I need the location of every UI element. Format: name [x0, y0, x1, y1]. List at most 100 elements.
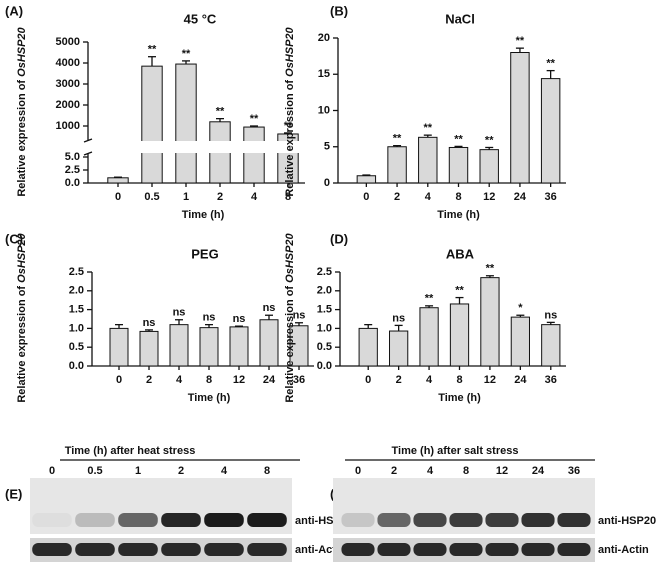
significance-label: **	[250, 113, 259, 125]
blot-band	[377, 543, 411, 556]
y-tick-label: 3000	[56, 78, 80, 90]
blot-band	[75, 513, 115, 527]
bar	[243, 126, 265, 184]
significance-label: **	[455, 284, 464, 296]
x-tick-label: 36	[545, 374, 557, 386]
blot-band	[557, 543, 591, 556]
axis-break-gap	[101, 141, 305, 153]
blot-band	[32, 543, 72, 556]
panel-label: (E)	[5, 486, 22, 501]
y-axis-label: Relative expression of OsHSP20	[284, 232, 296, 402]
x-axis-label: Time (h)	[437, 209, 480, 221]
significance-label: **	[454, 133, 463, 145]
x-tick-label: 0	[363, 191, 369, 203]
blot-band	[204, 543, 244, 556]
x-tick-label: 12	[484, 374, 496, 386]
y-axis-label: Relative expression of OsHSP20	[16, 232, 28, 402]
bar	[510, 316, 530, 367]
bar	[419, 307, 439, 367]
significance-label: ns	[263, 302, 276, 314]
chart-title: PEG	[191, 246, 218, 261]
lane-label: 8	[463, 465, 469, 477]
bar	[109, 327, 129, 367]
significance-label: **	[485, 134, 494, 146]
lane-label: 24	[532, 465, 545, 477]
x-axis-label: Time (h)	[438, 392, 481, 404]
y-tick-label: 0.0	[69, 360, 84, 372]
y-tick-label: 15	[318, 68, 330, 80]
x-tick-label: 2	[217, 191, 223, 203]
blot-band	[341, 543, 375, 556]
x-tick-label: 2	[394, 191, 400, 203]
y-tick-label: 0	[324, 177, 330, 189]
y-axis-label-text: Relative expression of	[284, 77, 296, 197]
y-tick-label: 0.0	[317, 360, 332, 372]
y-tick-label: 2.0	[317, 285, 332, 297]
y-tick-label: 1000	[56, 120, 80, 132]
x-tick-label: 4	[425, 191, 432, 203]
x-tick-label: 8	[456, 374, 462, 386]
chart-title: ABA	[446, 246, 475, 261]
blot-band	[161, 543, 201, 556]
significance-label: **	[148, 44, 157, 56]
x-tick-label: 12	[483, 191, 495, 203]
blot-band	[413, 513, 447, 527]
y-axis-label-text: Relative expression of	[16, 77, 28, 197]
y-axis-label-gene: OsHSP20	[284, 26, 296, 76]
axis-break	[83, 151, 93, 156]
y-tick-label: 2.5	[65, 164, 80, 176]
bar	[418, 136, 438, 184]
x-tick-label: 0	[365, 374, 371, 386]
blot-band	[75, 543, 115, 556]
bar	[540, 78, 561, 184]
blot-band	[521, 543, 555, 556]
lane-label: 36	[568, 465, 580, 477]
y-tick-label: 1.0	[317, 322, 332, 334]
bar	[289, 325, 309, 367]
x-tick-label: 2	[396, 374, 402, 386]
bar	[259, 319, 279, 367]
y-tick-label: 1.5	[69, 304, 84, 316]
x-tick-label: 0	[116, 374, 122, 386]
blot-band	[413, 543, 447, 556]
x-tick-label: 4	[426, 374, 433, 386]
y-axis-label: Relative expression of OsHSP20	[16, 26, 28, 196]
bar	[480, 277, 500, 367]
y-tick-label: 1.5	[317, 304, 332, 316]
blot-band	[485, 513, 519, 527]
bar	[356, 175, 377, 184]
blot-band	[449, 513, 483, 527]
y-tick-label: 2.0	[69, 285, 84, 297]
x-tick-label: 8	[285, 191, 291, 203]
blot-band	[377, 513, 411, 527]
y-axis-label-gene: OsHSP20	[16, 232, 28, 282]
significance-label: ns	[233, 313, 246, 325]
x-tick-label: 2	[146, 374, 152, 386]
significance-label: **	[216, 106, 225, 118]
lane-label: 4	[427, 465, 434, 477]
axis-break	[83, 138, 93, 143]
bar	[199, 327, 219, 367]
chart-title: 45 °C	[184, 11, 217, 26]
blot-band	[161, 513, 201, 527]
x-tick-label: 24	[514, 374, 527, 386]
significance-label: ns	[143, 317, 156, 329]
significance-label: ns	[293, 310, 306, 322]
y-tick-label: 5	[324, 141, 330, 153]
y-tick-label: 10	[318, 104, 330, 116]
significance-label: ns	[544, 309, 557, 321]
bar	[141, 65, 163, 184]
y-tick-label: 0.5	[69, 341, 84, 353]
x-tick-label: 36	[545, 191, 557, 203]
x-axis-label: Time (h)	[182, 209, 225, 221]
x-tick-label: 12	[233, 374, 245, 386]
lane-label: 0.5	[87, 465, 102, 477]
x-tick-label: 0	[115, 191, 121, 203]
blot-header: Time (h) after heat stress	[65, 445, 196, 457]
blot-band	[247, 543, 287, 556]
x-tick-label: 0.5	[144, 191, 159, 203]
significance-label: **	[486, 263, 495, 275]
bar	[139, 330, 159, 367]
y-tick-label: 5000	[56, 36, 80, 48]
